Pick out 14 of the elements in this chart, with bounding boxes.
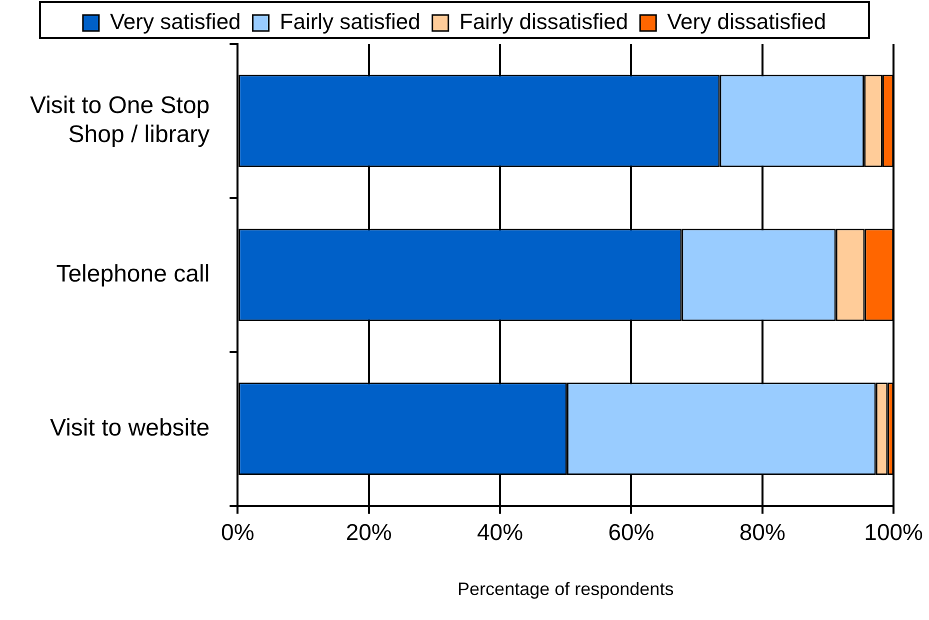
x-tick-label: 0% [221, 518, 254, 545]
x-tick-label: 80% [739, 518, 786, 545]
y-tick-label: Telephone call [56, 260, 210, 288]
legend-label: Fairly dissatisfied [459, 9, 628, 34]
x-tick-label: 60% [608, 518, 654, 545]
legend-label: Very dissatisfied [667, 9, 826, 34]
x-axis-title: Percentage of respondents [458, 579, 674, 600]
x-tick-label: 40% [477, 518, 524, 545]
x-tick-label: 100% [864, 518, 923, 545]
x-tick-label: 20% [346, 518, 392, 545]
y-tick-label: Visit to One Stop Shop / library [30, 92, 210, 148]
legend-label: Fairly satisfied [280, 9, 420, 34]
legend-label: Very satisfied [110, 9, 241, 34]
y-tick-label: Visit to website [50, 414, 210, 442]
